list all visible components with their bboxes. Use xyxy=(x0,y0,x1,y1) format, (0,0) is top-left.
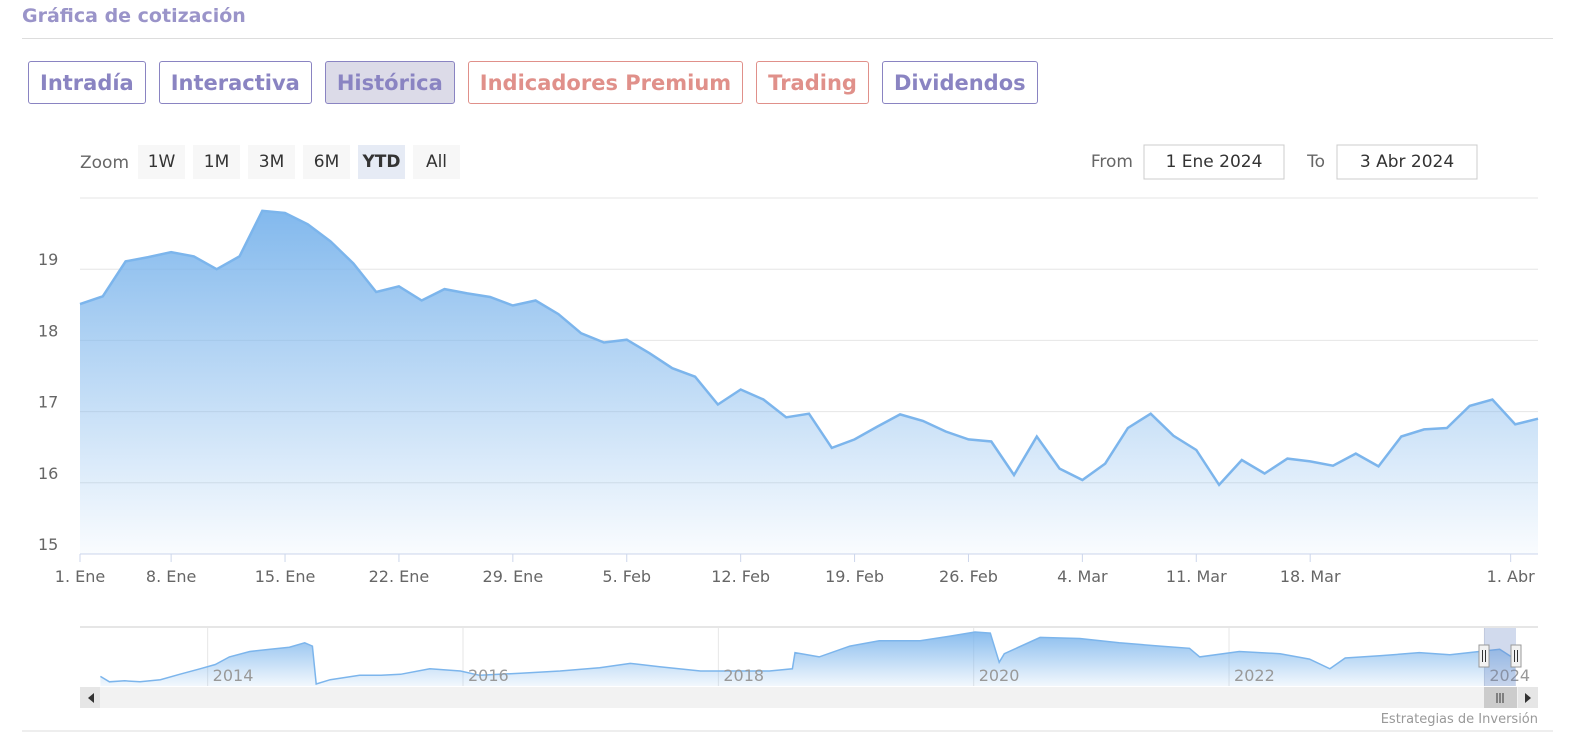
handle-grip xyxy=(1514,650,1518,662)
navigator-tick-label: 2014 xyxy=(213,666,254,685)
tab[interactable]: Trading xyxy=(756,61,869,104)
navigator-handle[interactable] xyxy=(1510,644,1522,668)
y-tick-label: 17 xyxy=(38,393,58,412)
x-tick-label: 1. Abr xyxy=(1487,567,1535,586)
from-date[interactable]: 1 Ene 2024 xyxy=(1166,152,1263,172)
navigator-tick-label: 2024 xyxy=(1489,666,1530,685)
tab[interactable]: Indicadores Premium xyxy=(467,61,744,104)
arrow-right xyxy=(1525,693,1531,703)
navigator-tick-label: 2022 xyxy=(1234,666,1275,685)
handle-grip xyxy=(1482,650,1486,662)
zoom-label: Zoom xyxy=(80,153,129,173)
page-title: Gráfica de cotización xyxy=(22,5,246,27)
zoom-button[interactable] xyxy=(303,145,350,179)
x-tick-label: 1. Ene xyxy=(55,567,105,586)
navigator-tick-label: 2020 xyxy=(979,666,1020,685)
y-tick-label: 19 xyxy=(38,250,58,269)
x-tick-label: 12. Feb xyxy=(711,567,770,586)
tab[interactable]: Dividendos xyxy=(881,61,1038,104)
price-line xyxy=(79,209,1539,487)
divider xyxy=(22,38,1553,39)
zoom-button-label[interactable]: 6M xyxy=(314,152,339,172)
from-label: From xyxy=(1091,152,1133,172)
thumb-grip xyxy=(1496,693,1504,703)
y-tick-label: 15 xyxy=(38,535,58,554)
navigator-area xyxy=(100,632,1516,686)
x-tick-label: 22. Ene xyxy=(369,567,430,586)
navigator-tick-label: 2016 xyxy=(468,666,509,685)
zoom-button-label[interactable]: YTD xyxy=(361,152,400,172)
scrollbar-track[interactable] xyxy=(80,687,1538,708)
x-tick-label: 26. Feb xyxy=(939,567,998,586)
zoom-button[interactable] xyxy=(138,145,185,179)
zoom-button-label[interactable]: All xyxy=(426,152,447,172)
zoom-button[interactable] xyxy=(358,145,405,179)
credit: Estrategias de Inversión xyxy=(1381,712,1538,727)
y-tick-label: 18 xyxy=(38,321,58,340)
y-tick-label: 16 xyxy=(38,464,58,483)
x-tick-label: 29. Ene xyxy=(483,567,544,586)
to-label: To xyxy=(1306,152,1325,172)
x-tick-label: 5. Feb xyxy=(602,567,651,586)
x-tick-label: 8. Ene xyxy=(146,567,196,586)
x-tick-label: 18. Mar xyxy=(1280,567,1341,586)
x-tick-label: 4. Mar xyxy=(1057,567,1108,586)
zoom-button-label[interactable]: 3M xyxy=(259,152,284,172)
navigator-tick-label: 2018 xyxy=(723,666,764,685)
tab[interactable]: Histórica xyxy=(324,61,455,104)
navigator-handle[interactable] xyxy=(1478,644,1490,668)
x-tick-label: 11. Mar xyxy=(1166,567,1227,586)
x-tick-label: 19. Feb xyxy=(825,567,884,586)
zoom-button[interactable] xyxy=(248,145,295,179)
tab-bar: Intradía Interactiva Histórica Indicadores … xyxy=(28,61,1038,104)
zoom-button-label[interactable]: 1M xyxy=(204,152,229,172)
tab[interactable]: Interactiva xyxy=(158,61,312,104)
from-input[interactable] xyxy=(1143,144,1285,180)
arrow-left xyxy=(88,693,94,703)
to-input[interactable] xyxy=(1336,144,1478,180)
to-date[interactable]: 3 Abr 2024 xyxy=(1360,152,1454,172)
tab[interactable]: Intradía xyxy=(28,61,146,104)
x-tick-label: 15. Ene xyxy=(255,567,316,586)
area-fill xyxy=(80,210,1538,555)
zoom-button-label[interactable]: 1W xyxy=(148,152,176,172)
zoom-button[interactable] xyxy=(193,145,240,179)
navigator-line xyxy=(100,631,1516,685)
zoom-button[interactable] xyxy=(413,145,460,179)
